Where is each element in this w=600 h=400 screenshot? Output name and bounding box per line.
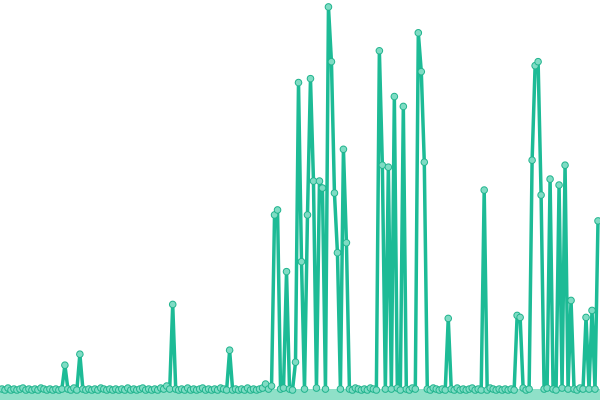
data-point [282,267,291,276]
data-point [333,248,342,257]
data-point [561,161,569,169]
data-point [288,386,297,394]
data-point [420,158,429,166]
data-point [61,361,69,369]
data-point [594,217,600,225]
data-point [441,386,450,394]
data-point [306,74,315,83]
data-point [384,163,393,171]
data-point [273,206,282,214]
series-line [1,5,600,392]
data-point [591,385,599,393]
data-point [342,238,351,247]
data-point [375,46,384,55]
data-point [399,102,408,111]
data-point [582,313,590,322]
data-point [525,385,533,393]
data-point [390,92,399,101]
data-point [567,296,575,305]
data-point [168,300,177,309]
data-point [510,386,518,394]
data-point [372,386,381,394]
data-point [76,350,84,358]
area-fill [0,389,600,400]
data-point [324,3,333,11]
data-point [555,181,563,189]
data-point [414,29,423,37]
data-point [327,57,336,66]
data-point [330,189,339,197]
data-point [396,386,405,394]
data-point [336,385,345,393]
data-point [291,358,300,366]
data-point [417,67,426,76]
marker-layer [0,3,600,394]
data-point [267,382,276,390]
line-layer [1,5,600,392]
data-point [543,384,551,392]
data-point [444,314,453,323]
area-layer [0,389,600,400]
data-point [546,175,554,183]
data-point [315,177,324,185]
data-point [339,145,348,154]
data-point [516,313,524,322]
data-point [297,257,306,266]
data-point [537,191,545,199]
data-point [73,386,81,394]
data-point [480,186,488,194]
data-point [294,78,303,87]
data-point [312,384,321,392]
data-point [279,384,288,392]
data-point [321,385,330,393]
data-point [318,184,327,192]
data-point [225,346,234,355]
data-point [300,385,309,393]
data-point [303,211,312,219]
data-point [411,385,420,393]
data-point [534,57,542,66]
data-point [558,384,566,392]
data-point [588,306,596,315]
data-point [387,385,396,393]
data-point [528,156,536,164]
